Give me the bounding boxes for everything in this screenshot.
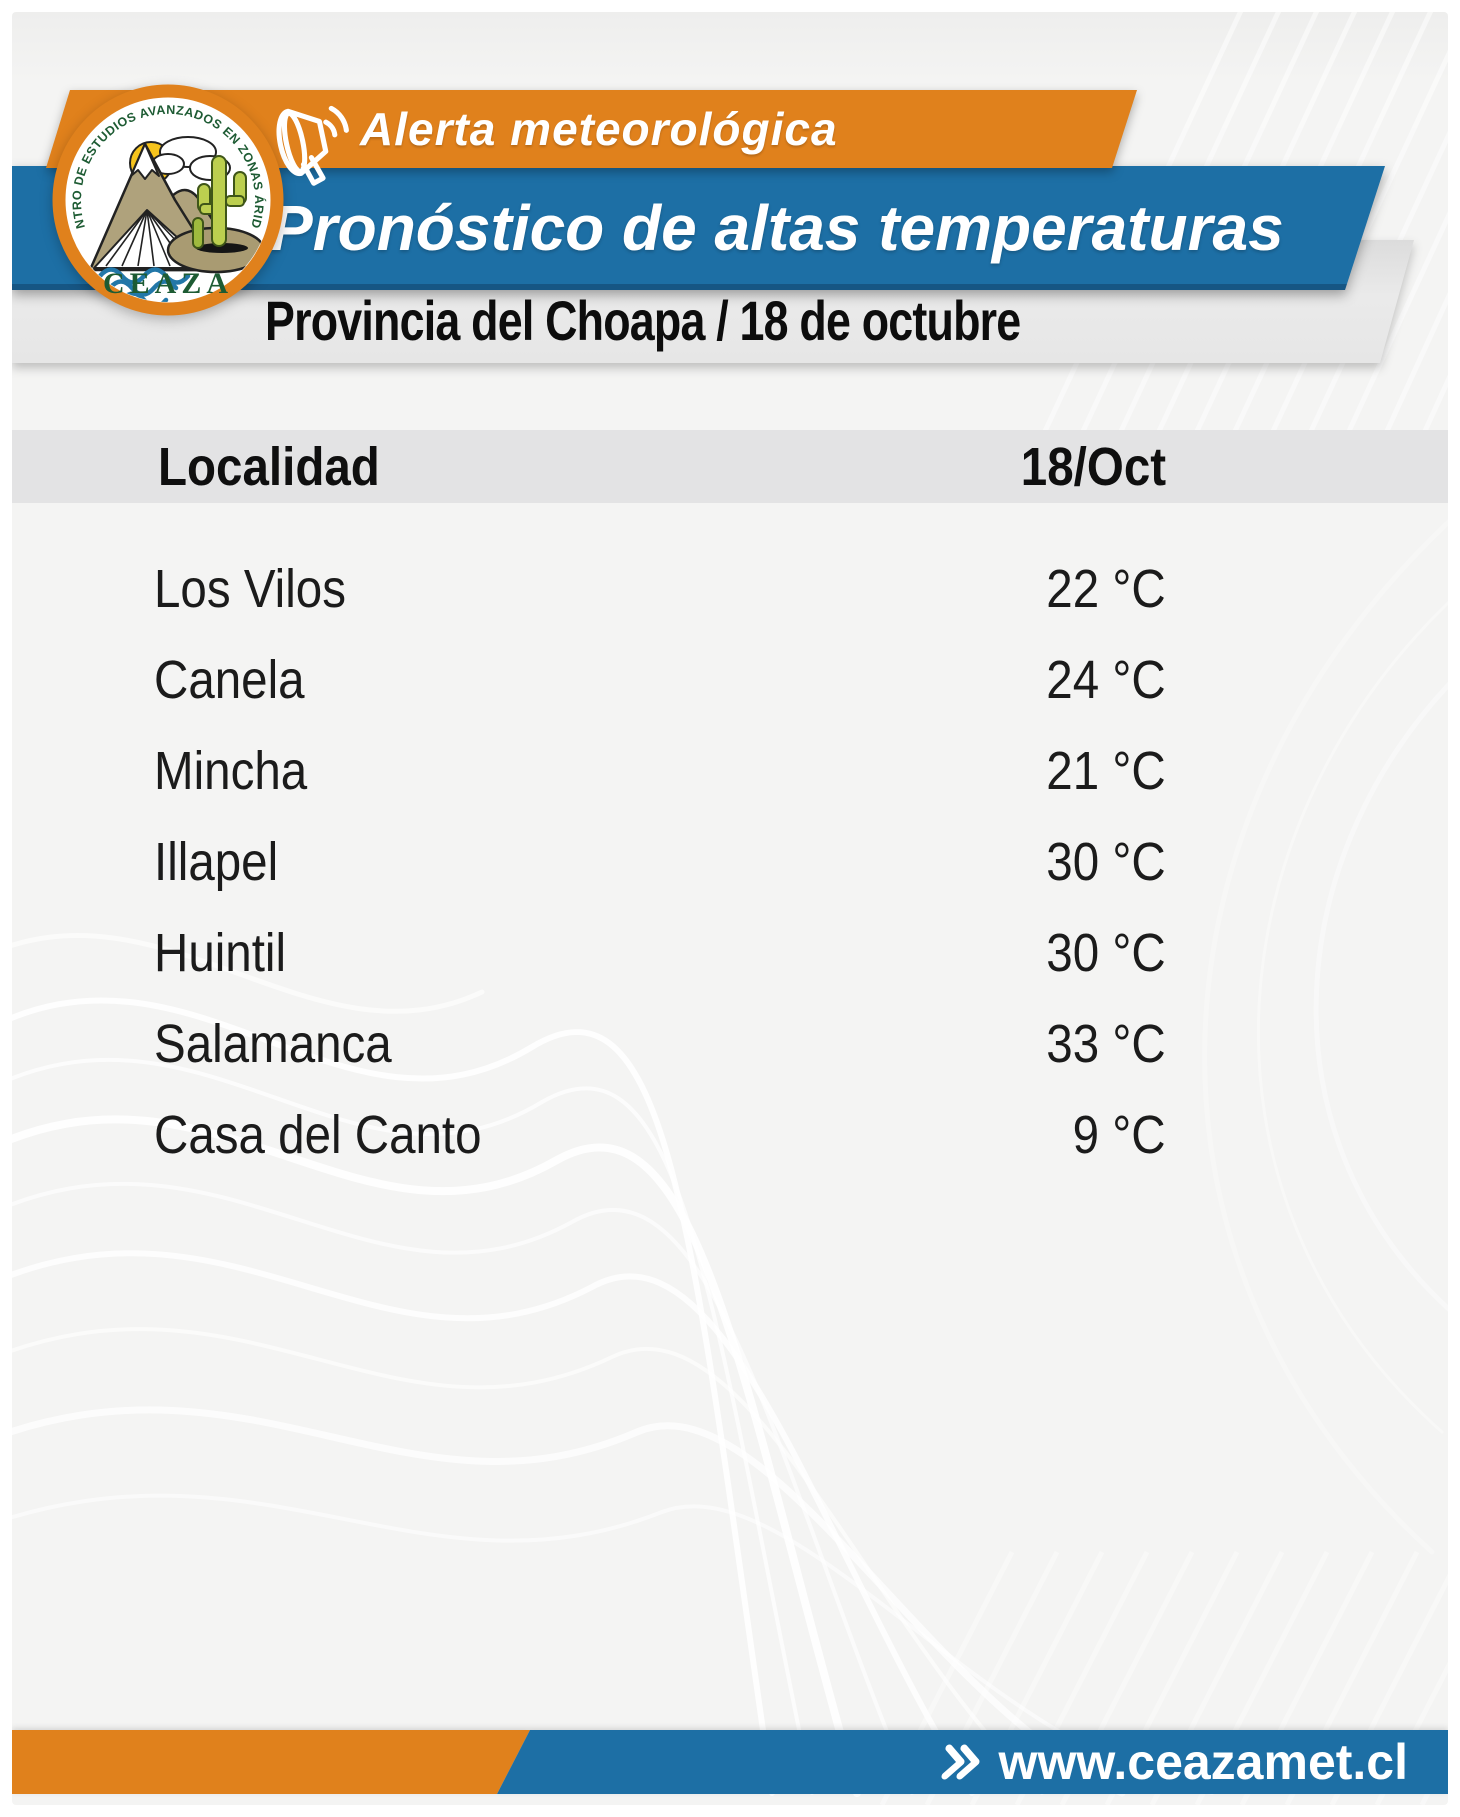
temp-cell: 9 °C: [1073, 1104, 1166, 1165]
logo-cactus: [166, 155, 266, 274]
poster-page: Provincia del Choapa / 18 de octubre Pro…: [12, 12, 1448, 1805]
table-header-row: Localidad 18/Oct: [12, 430, 1448, 503]
table-row: Mincha 21 °C: [12, 725, 1448, 816]
column-header-locality: Localidad: [158, 436, 380, 497]
footer-blue-segment: www.ceazamet.cl: [497, 1730, 1448, 1794]
locality-cell: Canela: [154, 649, 305, 710]
table-row: Huintil 30 °C: [12, 907, 1448, 998]
megaphone-icon: [276, 105, 349, 186]
table-row: Casa del Canto 9 °C: [12, 1089, 1448, 1180]
locality-cell: Mincha: [154, 740, 308, 801]
locality-cell: Salamanca: [154, 1013, 392, 1074]
locality-cell: Illapel: [154, 831, 279, 892]
alert-text: Alerta meteorológica: [360, 103, 838, 155]
locality-cell: Casa del Canto: [154, 1104, 482, 1165]
logo-acronym: CEAZA: [103, 267, 233, 300]
arc-decor: [1202, 519, 1448, 1555]
column-header-date: 18/Oct: [1020, 436, 1166, 497]
locality-cell: Huintil: [154, 922, 287, 983]
footer-band: www.ceazamet.cl: [12, 1730, 1448, 1794]
chevrons-icon: [941, 1744, 980, 1780]
title-text: Pronóstico de altas temperaturas: [270, 192, 1284, 264]
temp-cell: 22 °C: [1046, 558, 1166, 619]
temp-cell: 33 °C: [1046, 1013, 1166, 1074]
temp-cell: 24 °C: [1046, 649, 1166, 710]
forecast-table: Los Vilos 22 °C Canela 24 °C Mincha 21 °…: [12, 543, 1448, 1180]
subtitle-text: Provincia del Choapa / 18 de octubre: [265, 289, 1021, 352]
footer-website-link[interactable]: www.ceazamet.cl: [998, 1734, 1408, 1790]
topo-waves-decor: [12, 933, 1214, 1797]
table-row: Illapel 30 °C: [12, 816, 1448, 907]
ceaza-logo: CENTRO DE ESTUDIOS AVANZADOS EN ZONAS ÁR…: [48, 80, 284, 316]
logo-snowcap: [130, 143, 160, 180]
temp-cell: 30 °C: [1046, 922, 1166, 983]
temp-cell: 21 °C: [1046, 740, 1166, 801]
locality-cell: Los Vilos: [154, 558, 346, 619]
temp-cell: 30 °C: [1046, 831, 1166, 892]
footer-orange-segment: [12, 1730, 530, 1794]
table-row: Salamanca 33 °C: [12, 998, 1448, 1089]
table-row: Los Vilos 22 °C: [12, 543, 1448, 634]
table-row: Canela 24 °C: [12, 634, 1448, 725]
